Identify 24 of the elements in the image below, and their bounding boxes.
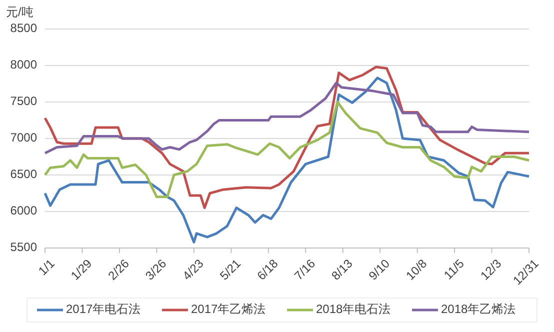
y-tick-label: 8000 [10, 58, 38, 72]
line-series [44, 100, 530, 198]
x-tick-label: 3/26 [142, 256, 170, 283]
legend-label: 2017年电石法 [66, 302, 141, 316]
x-tick-label: 9/10 [366, 256, 393, 283]
y-tick-label: 8500 [10, 21, 38, 36]
y-tick-label: 7500 [10, 94, 38, 108]
x-tick-label: 1/29 [68, 256, 95, 283]
legend-label: 2018年电石法 [316, 302, 391, 316]
x-tick-label: 1/1 [36, 256, 58, 278]
line-series [44, 82, 530, 154]
x-tick-label: 8/13 [328, 256, 356, 283]
legend-label: 2017年乙烯法 [191, 302, 266, 316]
y-axis-title: 元/吨 [6, 5, 34, 19]
x-tick-label: 5/21 [217, 256, 244, 283]
y-tick-label: 5500 [10, 240, 38, 254]
line-series [44, 76, 530, 244]
y-tick-label: 6000 [10, 204, 38, 218]
x-tick-label: 6/18 [254, 256, 281, 283]
legend-label: 2018年乙烯法 [441, 302, 516, 316]
y-tick-label: 7000 [10, 130, 38, 145]
x-tick-label: 7/16 [292, 256, 318, 283]
y-tick-label: 6500 [10, 167, 38, 182]
x-tick-label: 4/23 [180, 256, 206, 283]
